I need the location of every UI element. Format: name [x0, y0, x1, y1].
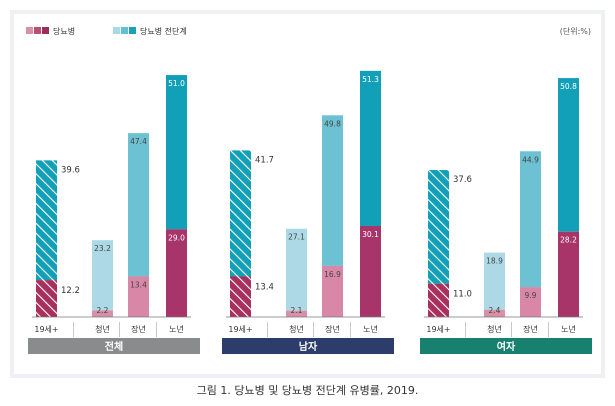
value-label-diabetes: 2.1 — [291, 306, 303, 315]
bar-prediabetes — [484, 252, 505, 310]
legend-swatch — [129, 27, 136, 34]
unit-label: (단위:%) — [560, 26, 591, 36]
value-label-prediabetes: 27.1 — [288, 233, 305, 242]
bar-prediabetes — [558, 78, 579, 232]
value-label-prediabetes: 41.7 — [255, 155, 274, 165]
group-label: 남자 — [299, 340, 318, 353]
bars: 39.6 12.2 19세+ 23.2 2.2 청년 47.4 13.4 장년 51.0 29.0 노… — [28, 70, 592, 354]
bar-prediabetes — [520, 151, 541, 288]
legend-swatch — [121, 27, 128, 34]
legend-swatch — [26, 27, 33, 34]
value-label-prediabetes: 50.8 — [560, 82, 577, 91]
bar-prediabetes — [428, 170, 449, 284]
bar-diabetes — [558, 231, 579, 317]
bar-prediabetes — [166, 75, 187, 230]
bar-prediabetes — [230, 150, 251, 277]
value-label-diabetes: 30.1 — [362, 230, 379, 239]
value-label-prediabetes: 49.8 — [324, 119, 341, 128]
value-label-prediabetes: 23.2 — [94, 244, 111, 253]
bar-prediabetes — [92, 240, 113, 311]
age-tick-label: 19세+ — [426, 325, 450, 334]
bar-diabetes — [128, 276, 149, 317]
age-tick-label: 노년 — [169, 324, 184, 334]
value-label-diabetes: 29.0 — [168, 233, 185, 242]
value-label-diabetes: 16.9 — [324, 270, 341, 279]
legend-label-prediabetes: 당뇨병 전단계 — [140, 26, 187, 36]
bar-diabetes — [360, 225, 381, 317]
value-label-prediabetes: 51.3 — [362, 75, 379, 84]
bar-prediabetes — [36, 160, 57, 281]
age-tick-label: 청년 — [95, 324, 110, 334]
bar-prediabetes — [286, 228, 307, 311]
legend: 당뇨병 당뇨병 전단계 — [26, 26, 187, 36]
legend-swatch — [42, 27, 49, 34]
bar-diabetes — [484, 309, 505, 317]
legend-swatch — [34, 27, 41, 34]
value-label-diabetes: 28.2 — [560, 236, 577, 245]
bar-diabetes — [166, 229, 187, 317]
age-tick-label: 장년 — [523, 324, 538, 334]
value-label-diabetes: 2.4 — [489, 306, 501, 315]
bar-prediabetes — [322, 115, 343, 266]
value-label-diabetes: 13.4 — [255, 282, 274, 292]
bar-diabetes — [230, 276, 251, 317]
value-label-prediabetes: 44.9 — [522, 155, 539, 164]
legend-swatch — [113, 27, 120, 34]
value-label-prediabetes: 18.9 — [486, 257, 503, 266]
group-label: 여자 — [497, 340, 516, 353]
value-label-prediabetes: 47.4 — [130, 137, 147, 146]
age-tick-label: 청년 — [289, 324, 304, 334]
age-tick-label: 장년 — [131, 324, 146, 334]
legend-label-diabetes: 당뇨병 — [53, 26, 75, 36]
value-label-diabetes: 11.0 — [453, 290, 472, 300]
group-banner — [28, 338, 200, 354]
age-tick-label: 청년 — [487, 324, 502, 334]
bar-prediabetes — [128, 133, 149, 277]
age-tick-label: 19세+ — [228, 325, 252, 334]
chart-panel: 당뇨병 당뇨병 전단계 (단위:%) 39.6 12.2 19세+ 23.2 2.2 청년 4… — [14, 14, 601, 374]
value-label-diabetes: 9.9 — [525, 291, 537, 300]
group-banner — [222, 338, 394, 354]
bar-diabetes — [322, 265, 343, 317]
group-label: 전체 — [105, 340, 123, 353]
bar-diabetes — [286, 310, 307, 317]
diabetes-prevalence-chart: 당뇨병 당뇨병 전단계 (단위:%) 39.6 12.2 19세+ 23.2 2.2 청년 4… — [26, 26, 592, 354]
value-label-prediabetes: 39.6 — [61, 165, 80, 175]
age-tick-label: 19세+ — [34, 325, 58, 334]
bar-diabetes — [520, 287, 541, 317]
value-label-prediabetes: 37.6 — [453, 175, 472, 185]
group-banner — [420, 338, 592, 354]
age-tick-label: 노년 — [363, 324, 378, 334]
bar-diabetes — [428, 283, 449, 317]
age-tick-label: 장년 — [325, 324, 340, 334]
value-label-diabetes: 13.4 — [130, 280, 147, 289]
bar-prediabetes — [360, 70, 381, 226]
value-label-diabetes: 12.2 — [61, 286, 80, 296]
age-tick-label: 노년 — [561, 324, 576, 334]
bar-diabetes — [36, 280, 57, 317]
figure-caption: 그림 1. 당뇨병 및 당뇨병 전단계 유병률, 2019. — [196, 384, 419, 397]
bar-diabetes — [92, 310, 113, 317]
value-label-prediabetes: 51.0 — [168, 79, 185, 88]
value-label-diabetes: 2.2 — [97, 306, 109, 315]
